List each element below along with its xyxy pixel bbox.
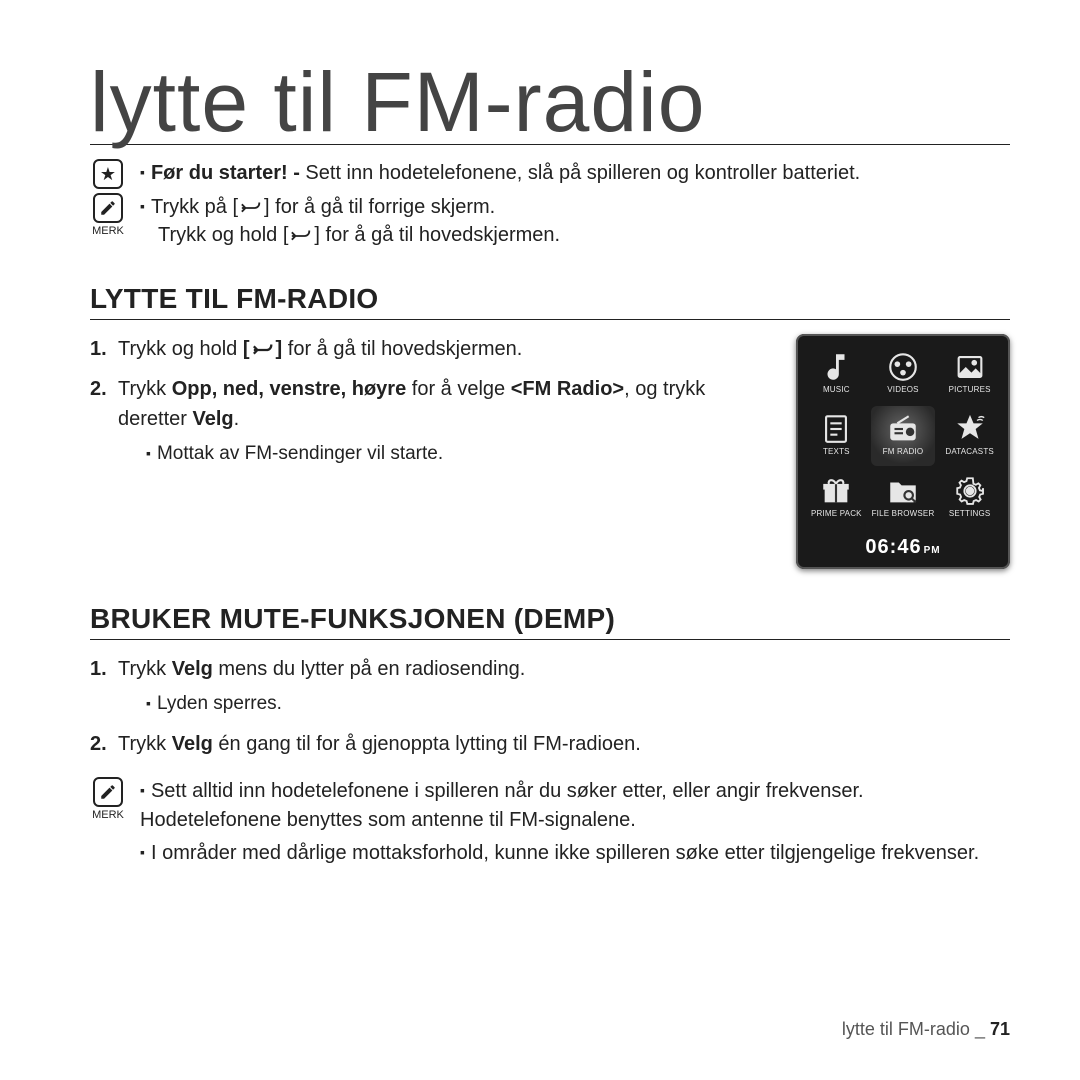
page-title: lytte til FM-radio [90,60,1010,145]
bottom-note-row: MERK ▪Sett alltid inn hodetelefonene i s… [90,777,1010,872]
intro-star-row: ★ ▪Før du starter! - Sett inn hodetelefo… [90,159,1010,189]
back-icon [288,227,314,245]
device-time: 06:46PM [804,528,1002,565]
sec1-step-2: 2. Trykk Opp, ned, venstre, høyre for å … [90,374,772,469]
sec2-step-2: 2. Trykk Velg én gang til for å gjenoppt… [90,729,1010,759]
section1-heading: LYTTE TIL FM-RADIO [90,283,1010,320]
sec2-sub-1: ▪Lyden sperres. [118,690,1010,719]
pencil-icon [93,193,123,223]
sec1-sub-1: ▪Mottak av FM-sendinger vil starte. [118,440,772,469]
bottom-note-line2: I områder med dårlige mottaksforhold, ku… [151,842,979,864]
sec1-step-1: 1. Trykk og hold [] for å gå til hovedsk… [90,334,772,364]
device-app-texts: TEXTS [804,406,869,466]
bottom-note-line1: Sett alltid inn hodetelefonene i spiller… [140,780,864,831]
page-footer: lytte til FM-radio _ 71 [842,1019,1010,1040]
sec2-step-1: 1. Trykk Velg mens du lytter på en radio… [90,654,1010,719]
back-icon [250,341,276,359]
device-app-file-browser: FILE BROWSER [871,468,936,528]
star-icon: ★ [93,159,123,189]
device-app-settings: SETTINGS [937,468,1002,528]
intro-merk-text: ▪Trykk på [] for å gå til forrige skjerm… [140,193,560,249]
intro-merk-row: MERK ▪Trykk på [] for å gå til forrige s… [90,193,1010,249]
device-app-datacasts: DATACASTS [937,406,1002,466]
device-mock: MUSICVIDEOSPICTURES TEXTSFM RADIODATACAST… [796,334,1010,569]
merk-label-2: MERK [92,809,124,821]
back-icon [238,199,264,217]
device-app-fm-radio: FM RADIO [871,406,936,466]
device-app-pictures: PICTURES [937,344,1002,404]
pencil-icon [93,777,123,807]
device-app-videos: VIDEOS [871,344,936,404]
device-app-prime-pack: PRIME PACK [804,468,869,528]
section2-heading: BRUKER MUTE-FUNKSJONEN (DEMP) [90,603,1010,640]
device-app-music: MUSIC [804,344,869,404]
intro-star-text: ▪Før du starter! - Sett inn hodetelefone… [140,159,860,187]
merk-label-1: MERK [92,225,124,237]
